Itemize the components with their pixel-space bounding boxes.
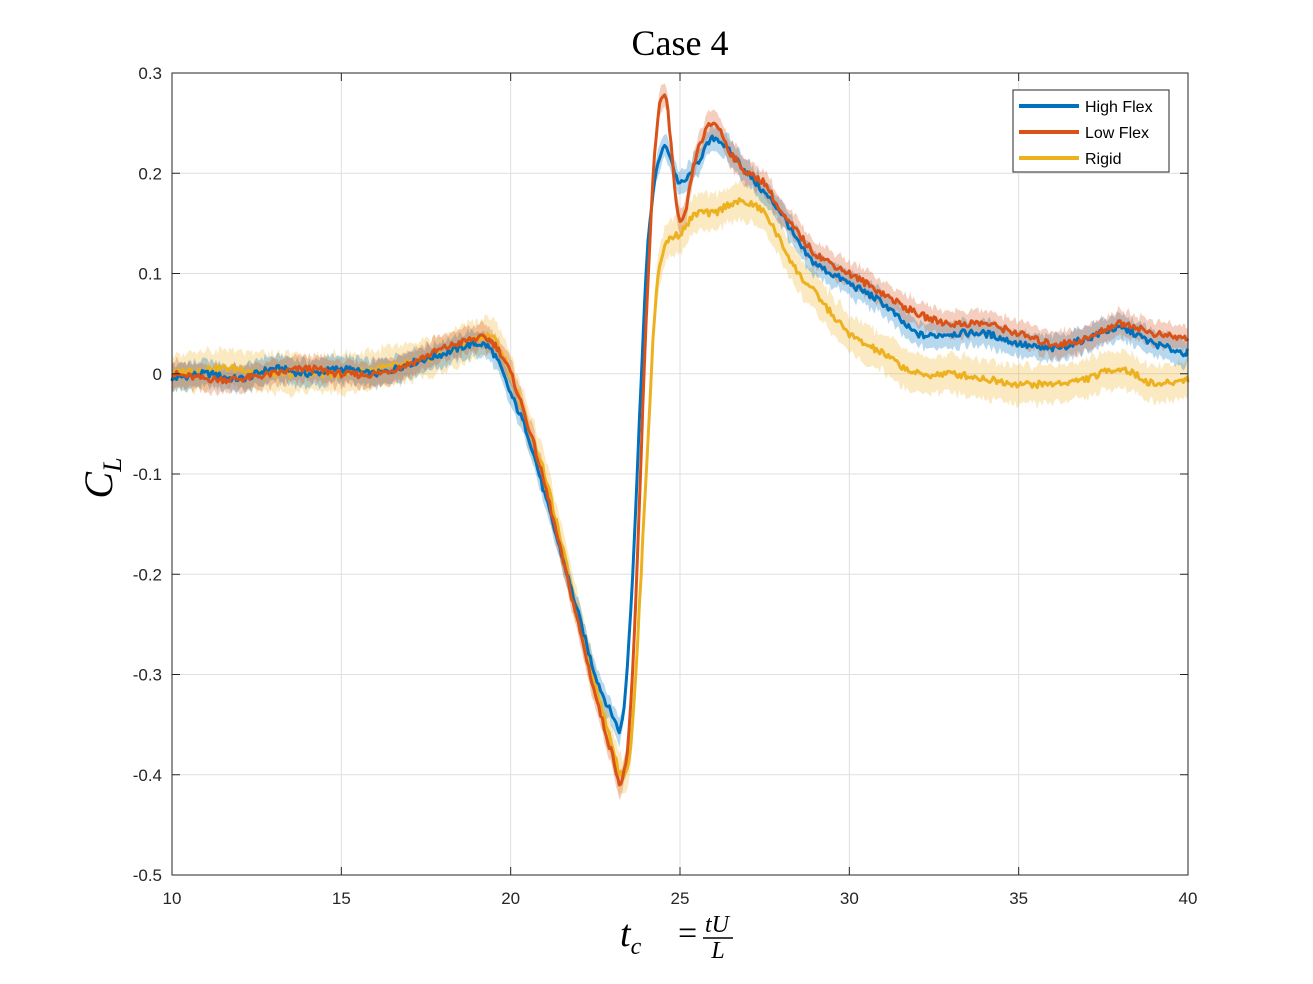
x-tick-label: 35 xyxy=(1009,889,1028,908)
y-tick-label: -0.2 xyxy=(133,565,162,584)
x-axis-label-sub: c xyxy=(631,934,642,960)
y-tick-label: 0.3 xyxy=(138,64,162,83)
x-axis-label-denominator: L xyxy=(710,938,724,964)
x-tick-label: 25 xyxy=(671,889,690,908)
line-high-flex xyxy=(170,134,1190,735)
legend: High Flex Low Flex Rigid xyxy=(1012,89,1170,173)
legend-label-rigid: Rigid xyxy=(1085,151,1121,168)
line-low-flex xyxy=(171,93,1190,787)
y-tick-label: -0.3 xyxy=(133,666,162,685)
x-tick-label: 40 xyxy=(1179,889,1198,908)
y-tick-label: 0 xyxy=(153,365,162,384)
y-tick-label: -0.5 xyxy=(133,866,162,885)
band-low-flex xyxy=(172,83,1188,800)
y-axis: -0.5 -0.4 -0.3 -0.2 -0.1 0 0.1 0.2 0.3 xyxy=(133,64,1188,885)
series-lines xyxy=(170,93,1190,787)
x-axis-label-equals: = xyxy=(678,915,697,952)
svg-text:CL: CL xyxy=(76,457,127,498)
chart-title: Case 4 xyxy=(632,23,729,63)
x-axis-label-numerator: tU xyxy=(705,912,731,938)
y-axis-label-sub: L xyxy=(98,457,127,472)
y-axis-label: CL xyxy=(76,457,127,498)
y-tick-label: -0.4 xyxy=(133,766,162,785)
confidence-bands xyxy=(172,83,1188,800)
y-tick-label: -0.1 xyxy=(133,465,162,484)
legend-label-low-flex: Low Flex xyxy=(1085,125,1149,142)
svg-text:tc: tc xyxy=(620,913,642,960)
y-axis-label-main: C xyxy=(76,471,121,499)
x-axis-label: tc = tU L xyxy=(620,912,733,964)
legend-label-high-flex: High Flex xyxy=(1085,99,1153,116)
x-axis-label-main: t xyxy=(620,913,632,955)
x-tick-label: 30 xyxy=(840,889,859,908)
x-tick-label: 10 xyxy=(163,889,182,908)
grid xyxy=(171,72,1189,876)
y-tick-label: 0.2 xyxy=(138,164,162,183)
x-axis: 10 15 20 25 30 35 40 xyxy=(163,73,1198,908)
x-tick-label: 20 xyxy=(501,889,520,908)
y-tick-label: 0.1 xyxy=(138,265,162,284)
x-tick-label: 15 xyxy=(332,889,351,908)
